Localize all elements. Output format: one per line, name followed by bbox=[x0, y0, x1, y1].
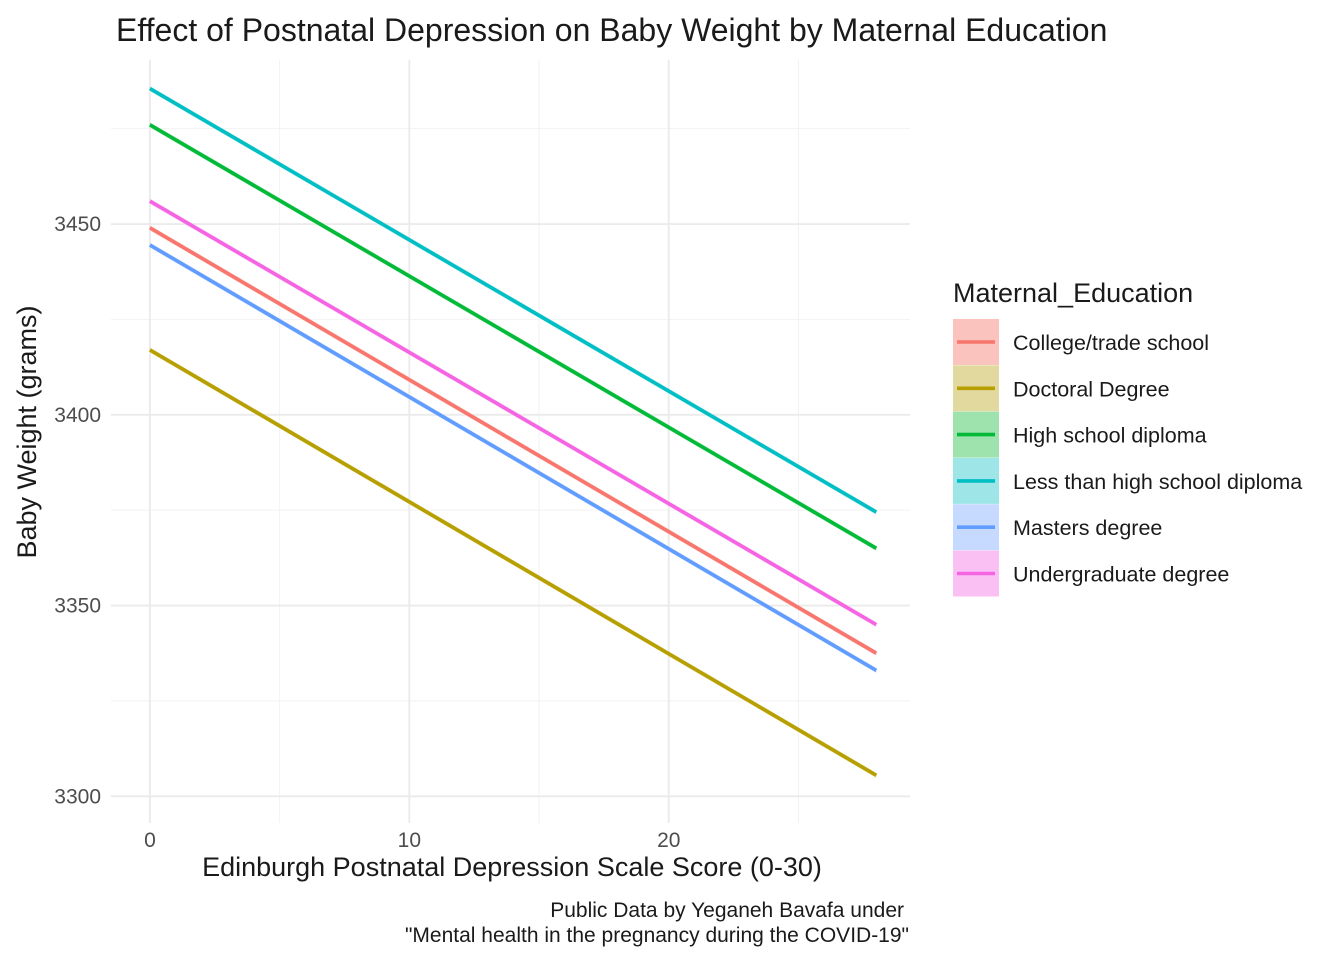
x-tick-label: 0 bbox=[144, 829, 156, 852]
series-line-college-trade-school bbox=[149, 226, 878, 655]
series-lines bbox=[149, 86, 878, 778]
legend-label: High school diploma bbox=[1013, 424, 1207, 448]
series-line-undergraduate-degree bbox=[149, 199, 878, 627]
chart-title: Effect of Postnatal Depression on Baby W… bbox=[116, 12, 1107, 48]
caption-line-2: "Mental health in the pregnancy during t… bbox=[405, 924, 909, 947]
x-tick-label: 10 bbox=[398, 829, 421, 852]
y-tick-label: 3350 bbox=[54, 595, 101, 618]
y-axis-ticks: 3300 3350 3400 3450 bbox=[54, 213, 101, 808]
legend-title: Maternal_Education bbox=[953, 278, 1193, 308]
y-axis-title: Baby Weight (grams) bbox=[12, 305, 42, 558]
legend-label: Less than high school diploma bbox=[1013, 470, 1302, 494]
series-line-doctoral-degree bbox=[149, 348, 878, 777]
legend-label: College/trade school bbox=[1013, 331, 1209, 355]
grid-minor-lines bbox=[111, 60, 910, 823]
x-tick-label: 20 bbox=[657, 829, 680, 852]
y-tick-label: 3450 bbox=[54, 213, 101, 236]
legend-label: Doctoral Degree bbox=[1013, 377, 1170, 401]
legend-label: Masters degree bbox=[1013, 516, 1162, 540]
legend-items: College/trade school Doctoral Degree High … bbox=[953, 319, 1302, 597]
legend-label: Undergraduate degree bbox=[1013, 563, 1229, 587]
grid-major-lines bbox=[111, 60, 910, 823]
series-line-high-school-diploma bbox=[149, 123, 878, 550]
legend: Maternal_Education College/trade school D… bbox=[953, 278, 1302, 597]
plot-panel bbox=[111, 60, 910, 823]
series-line-masters-degree bbox=[149, 243, 878, 672]
y-tick-label: 3400 bbox=[54, 404, 101, 427]
y-tick-label: 3300 bbox=[54, 785, 101, 808]
x-axis-ticks: 0 10 20 bbox=[144, 829, 680, 852]
x-axis-title: Edinburgh Postnatal Depression Scale Sco… bbox=[202, 852, 822, 882]
series-line-less-than-high-school-diploma bbox=[149, 87, 878, 514]
caption-line-1: Public Data by Yeganeh Bavafa under bbox=[550, 899, 904, 922]
